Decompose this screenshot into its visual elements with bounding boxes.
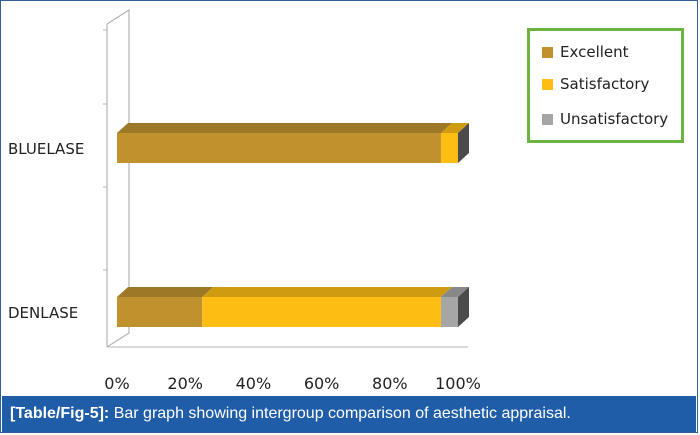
legend: Excellent Satisfactory Unsatisfactory bbox=[527, 28, 684, 143]
legend-item-excellent: Excellent bbox=[542, 41, 629, 63]
figure-caption: [Table/Fig-5]: Bar graph showing intergr… bbox=[2, 396, 696, 432]
legend-swatch-excellent bbox=[542, 46, 553, 58]
bar-segment bbox=[440, 297, 458, 327]
bar-segment bbox=[117, 297, 203, 327]
bar-segment bbox=[440, 133, 458, 163]
bar-segment bbox=[202, 297, 441, 327]
bar-segment-top bbox=[117, 123, 452, 133]
caption-text: Bar graph showing intergroup comparison … bbox=[109, 405, 571, 422]
legend-item-satisfactory: Satisfactory bbox=[542, 73, 649, 95]
x-tick-label: 80% bbox=[372, 374, 408, 393]
caption-label: [Table/Fig-5]: bbox=[10, 405, 110, 422]
bar-segment-top bbox=[202, 287, 452, 297]
legend-label-satisfactory: Satisfactory bbox=[560, 75, 650, 93]
bar-end-face bbox=[458, 287, 469, 327]
legend-item-unsatisfactory: Unsatisfactory bbox=[542, 108, 668, 130]
x-tick-label: 40% bbox=[236, 374, 272, 393]
bar-segment-top bbox=[117, 287, 214, 297]
x-tick-label: 20% bbox=[167, 374, 203, 393]
bar-segment-top bbox=[440, 123, 469, 133]
x-tick-label: 0% bbox=[104, 374, 129, 393]
x-tick-label: 100% bbox=[435, 374, 481, 393]
legend-label-unsatisfactory: Unsatisfactory bbox=[560, 110, 669, 128]
legend-swatch-unsatisfactory bbox=[542, 113, 553, 125]
legend-swatch-satisfactory bbox=[542, 78, 553, 90]
axis-wall bbox=[106, 8, 130, 348]
legend-label-excellent: Excellent bbox=[560, 43, 629, 61]
bar-segment bbox=[117, 133, 441, 163]
x-tick-label: 60% bbox=[304, 374, 340, 393]
category-label: DENLASE bbox=[8, 304, 78, 322]
category-label: BLUELASE bbox=[8, 140, 84, 158]
bar-segment-top bbox=[440, 287, 469, 297]
bar-end-face bbox=[458, 123, 469, 163]
stacked-bar-chart: BLUELASE DENLASE 0% 20% 40% 60% 80% 100% bbox=[8, 8, 481, 393]
